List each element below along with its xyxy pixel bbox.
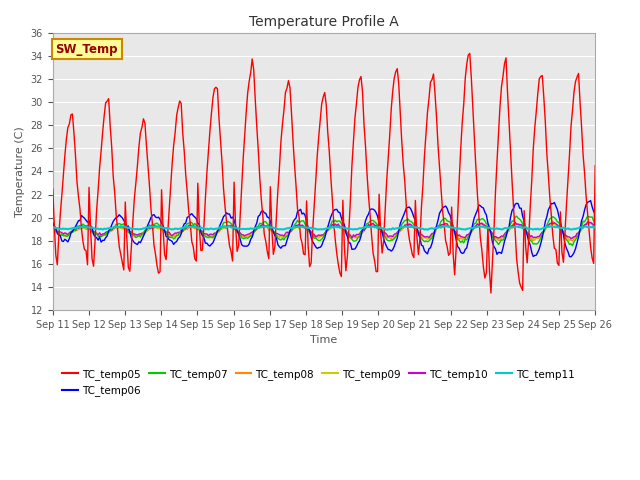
- TC_temp07: [591, 220, 599, 226]
- TC_temp07: [286, 228, 294, 234]
- TC_temp08: [115, 224, 123, 230]
- TC_temp09: [115, 225, 123, 231]
- TC_temp10: [211, 230, 218, 236]
- TC_temp06: [587, 198, 595, 204]
- Line: TC_temp09: TC_temp09: [52, 223, 595, 241]
- TC_temp06: [49, 220, 56, 226]
- TC_temp11: [424, 227, 431, 233]
- TC_temp06: [591, 211, 599, 217]
- TC_temp08: [549, 218, 557, 224]
- TC_temp08: [238, 233, 246, 239]
- TC_temp11: [211, 226, 218, 232]
- TC_temp10: [567, 236, 575, 241]
- TC_temp11: [591, 225, 599, 230]
- TC_temp11: [228, 225, 236, 231]
- TC_temp11: [115, 224, 123, 230]
- TC_temp05: [238, 185, 246, 191]
- TC_temp05: [286, 85, 294, 91]
- TC_temp07: [563, 237, 570, 242]
- TC_temp09: [591, 225, 599, 231]
- TC_temp06: [228, 214, 236, 220]
- Line: TC_temp07: TC_temp07: [52, 216, 595, 246]
- TC_temp09: [49, 227, 56, 233]
- TC_temp05: [487, 290, 495, 296]
- TC_temp05: [591, 163, 599, 168]
- TC_temp06: [286, 228, 294, 234]
- TC_temp08: [286, 229, 294, 235]
- TC_temp10: [286, 228, 294, 233]
- TC_temp09: [286, 228, 294, 234]
- TC_temp08: [49, 228, 56, 233]
- TC_temp09: [566, 238, 573, 244]
- TC_temp10: [584, 219, 591, 225]
- TC_temp07: [228, 223, 236, 228]
- TC_temp11: [286, 225, 294, 231]
- TC_temp06: [115, 212, 123, 218]
- Line: TC_temp05: TC_temp05: [52, 53, 595, 293]
- Legend: TC_temp05, TC_temp06, TC_temp07, TC_temp08, TC_temp09, TC_temp10, TC_temp11: TC_temp05, TC_temp06, TC_temp07, TC_temp…: [58, 365, 579, 400]
- TC_temp08: [591, 223, 599, 229]
- TC_temp10: [115, 224, 123, 229]
- Text: SW_Temp: SW_Temp: [56, 43, 118, 56]
- TC_temp06: [561, 240, 569, 246]
- TC_temp10: [49, 225, 56, 230]
- TC_temp08: [228, 225, 236, 231]
- TC_temp05: [49, 186, 56, 192]
- X-axis label: Time: Time: [310, 335, 337, 345]
- TC_temp07: [49, 225, 56, 231]
- TC_temp05: [228, 258, 236, 264]
- TC_temp08: [211, 231, 218, 237]
- TC_temp07: [211, 233, 218, 239]
- TC_temp09: [228, 225, 236, 231]
- TC_temp07: [115, 221, 123, 227]
- TC_temp10: [591, 224, 599, 229]
- Title: Temperature Profile A: Temperature Profile A: [249, 15, 399, 29]
- Line: TC_temp11: TC_temp11: [52, 226, 595, 230]
- TC_temp07: [569, 243, 577, 249]
- TC_temp11: [564, 226, 572, 231]
- TC_temp06: [211, 236, 218, 242]
- TC_temp06: [567, 254, 575, 260]
- TC_temp07: [513, 213, 520, 219]
- TC_temp05: [466, 50, 474, 56]
- TC_temp11: [442, 223, 449, 229]
- TC_temp05: [115, 244, 123, 250]
- TC_temp10: [561, 232, 569, 238]
- TC_temp10: [228, 224, 236, 230]
- TC_temp07: [238, 235, 246, 240]
- TC_temp09: [238, 233, 246, 239]
- TC_temp09: [561, 233, 569, 239]
- TC_temp08: [569, 238, 577, 244]
- Line: TC_temp08: TC_temp08: [52, 221, 595, 241]
- TC_temp08: [563, 235, 570, 240]
- Y-axis label: Temperature (C): Temperature (C): [15, 126, 25, 217]
- TC_temp09: [211, 231, 218, 237]
- TC_temp11: [238, 226, 246, 232]
- TC_temp06: [238, 242, 246, 248]
- TC_temp10: [238, 232, 246, 238]
- TC_temp05: [564, 178, 572, 183]
- TC_temp05: [211, 86, 218, 92]
- Line: TC_temp10: TC_temp10: [52, 222, 595, 239]
- TC_temp09: [586, 220, 593, 226]
- TC_temp11: [49, 225, 56, 230]
- Line: TC_temp06: TC_temp06: [52, 201, 595, 257]
